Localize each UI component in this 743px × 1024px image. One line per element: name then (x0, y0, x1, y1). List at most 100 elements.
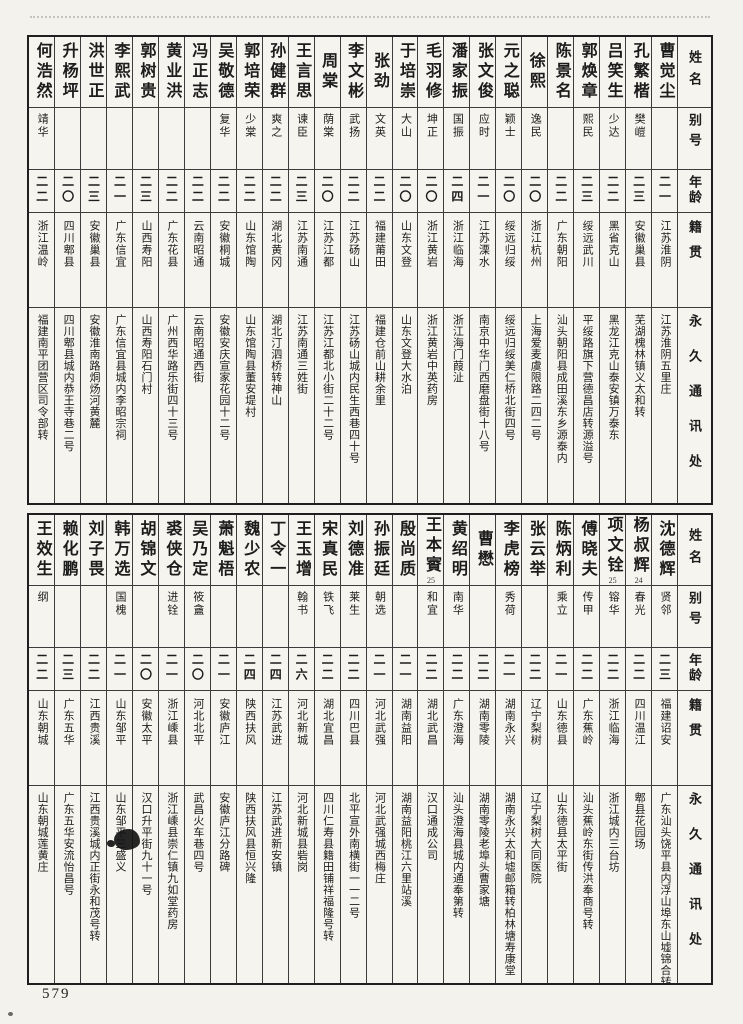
person-alias: 爽之 (269, 113, 282, 139)
person-origin: 四川巴县 (347, 698, 360, 746)
person-age: 二二 (34, 175, 49, 205)
person-name: 王玉增 (293, 520, 311, 580)
person-origin: 江苏淮阴 (659, 220, 672, 268)
person-column: 沈德辉 贤邻 二三 福建诏安 广东汕头饶平县内浮山埠东山墟锦合转 (651, 515, 677, 983)
header-name-label: 姓名 (687, 528, 702, 572)
person-name: 于培崇 (396, 42, 414, 102)
person-name: 王言思 (293, 42, 311, 102)
person-alias: 乘立 (555, 591, 568, 617)
person-name: 孙振廷 (371, 520, 389, 580)
person-origin: 山西寿阳 (139, 220, 152, 268)
person-origin: 四川温江 (633, 698, 646, 746)
ink-blot (107, 829, 140, 850)
person-origin: 江苏武进 (269, 698, 282, 746)
person-column: 殷尚质 二一 湖南益阳 湖南益阳桃江六里站溪 (391, 515, 418, 983)
person-address: 芜湖槐林镇义太和转 (633, 314, 646, 418)
person-name: 殷尚质 (396, 520, 414, 580)
person-address: 江苏淮阴五里庄 (659, 314, 672, 395)
page-number: 579 (42, 986, 71, 1002)
person-name: 曹觉尘 (656, 42, 674, 102)
person-annotation-number: 25 (608, 575, 617, 585)
person-column: 魏少农 二四 陕西扶风 陕西扶风县恒兴隆 (235, 515, 262, 983)
person-column: 陈炳利 乘立 二一 山东德县 山东德县太平街 (547, 515, 574, 983)
person-origin: 黑省克山 (607, 220, 620, 268)
person-name: 孔繁楷 (630, 42, 648, 102)
person-age: 二二 (553, 175, 568, 205)
person-name: 刘子畏 (85, 520, 103, 580)
person-origin: 浙江嵊县 (165, 698, 178, 746)
person-age: 二〇 (527, 175, 542, 205)
person-origin: 浙江临海 (607, 698, 620, 746)
person-column: 曹懋 二二 湖南零陵 湖南零陵老埠头曹家塘 (469, 515, 496, 983)
person-age: 二二 (86, 653, 101, 683)
person-origin: 山东朝城 (36, 698, 49, 746)
person-age: 二四 (268, 653, 283, 683)
person-age: 二二 (449, 653, 464, 683)
person-column: 傅晓夫 传甲 二二 广东蕉岭 汕头蕉岭东街传洪奉商号转 (573, 515, 600, 983)
person-name: 张劲 (371, 52, 389, 92)
person-address: 河北武强城西梅庄 (373, 792, 386, 884)
person-column: 杨叔辉 24 春光 二二 四川温江 郫县花园场 (625, 515, 652, 983)
person-name: 韩万选 (111, 520, 129, 580)
person-column: 黄绍明 南华 二二 广东澄海 汕头澄海县城内通奉第转 (443, 515, 470, 983)
person-column: 李熙武 二一 广东信宜 广东信宜县城内李昭宗祠 (106, 37, 132, 503)
person-alias: 应时 (477, 113, 490, 139)
person-origin: 江西贵溪 (88, 698, 101, 746)
person-column: 张劲 文英 二二 福建莆田 福建仓前山耕余里 (365, 37, 392, 503)
person-address: 云南昭通西街 (191, 314, 204, 383)
person-name: 陈景名 (552, 42, 570, 102)
header-alias-label: 别号 (687, 113, 702, 153)
person-column: 韩万选 国槐 二一 山东邹平 山东邹平三盛义 (106, 515, 132, 983)
person-origin: 广东信宜 (114, 220, 126, 268)
table-header-column: 姓名 别号 年龄 籍贯 永久通讯处 (677, 37, 711, 503)
person-origin: 云南昭通 (191, 220, 204, 268)
person-age: 二一 (164, 653, 179, 683)
header-alias-label: 别号 (687, 591, 702, 631)
person-alias: 武扬 (347, 113, 360, 139)
person-address: 山东德县太平街 (555, 792, 568, 873)
person-alias: 国振 (451, 113, 464, 139)
person-origin: 福建莆田 (373, 220, 386, 268)
person-column: 吕笑生 少达 二二 黑省克山 黑龙江克山泰安镇万泰东 (599, 37, 626, 503)
person-origin: 山东文登 (399, 220, 412, 268)
person-name: 胡锦文 (137, 520, 155, 580)
person-age: 二三 (631, 175, 646, 205)
person-origin: 湖南永兴 (503, 698, 516, 746)
person-address: 广州西华路乐街四十三号 (165, 314, 178, 441)
person-address: 汉口通成公司 (425, 792, 438, 861)
person-alias: 纲 (36, 591, 49, 604)
person-age: 二二 (34, 653, 49, 683)
person-name: 张文俊 (474, 42, 492, 102)
person-age: 二一 (657, 175, 672, 205)
person-origin: 广东五华 (62, 698, 75, 746)
person-column: 于培崇 大山 二〇 山东文登 山东文登大水泊 (391, 37, 418, 503)
header-origin-label: 籍贯 (687, 698, 702, 748)
person-origin: 山东德县 (555, 698, 568, 746)
person-address: 山西寿阳石门村 (139, 314, 152, 395)
person-alias: 颖士 (503, 113, 516, 139)
person-age: 二一 (397, 653, 412, 683)
person-origin: 山东邹平 (114, 698, 126, 746)
person-address: 山东朝城莲黄庄 (36, 792, 49, 873)
person-name: 郭树贵 (137, 42, 155, 102)
person-name: 吴乃定 (189, 520, 207, 580)
person-column: 郭焕章 熙民 二三 绥远武川 平绥路旗下营德昌店转源溢号 (573, 37, 600, 503)
person-age: 二〇 (501, 175, 516, 205)
person-age: 二〇 (397, 175, 412, 205)
person-alias: 和宜 (425, 591, 438, 617)
person-address: 湖北汀泗桥转神山 (269, 314, 282, 406)
person-name: 丁令一 (267, 520, 285, 580)
person-name: 李文彬 (345, 42, 363, 102)
person-age: 二二 (527, 653, 542, 683)
person-column: 吴敬德 复华 二二 安徽桐城 安徽安庆宣家花园十二号 (209, 37, 236, 503)
person-name: 升杨坪 (59, 42, 77, 102)
person-origin: 安徽庐江 (217, 698, 230, 746)
person-address: 浙江城内三台坊 (607, 792, 620, 873)
header-age-label: 年龄 (687, 175, 702, 205)
person-origin: 湖北武昌 (425, 698, 438, 746)
person-alias: 翰书 (295, 591, 308, 617)
person-address: 武昌火车巷四号 (191, 792, 204, 873)
person-address: 福建南平团营区司令部转 (36, 314, 49, 441)
person-address: 广东五华安流怡昌号 (62, 792, 75, 896)
person-origin: 浙江临海 (451, 220, 464, 268)
